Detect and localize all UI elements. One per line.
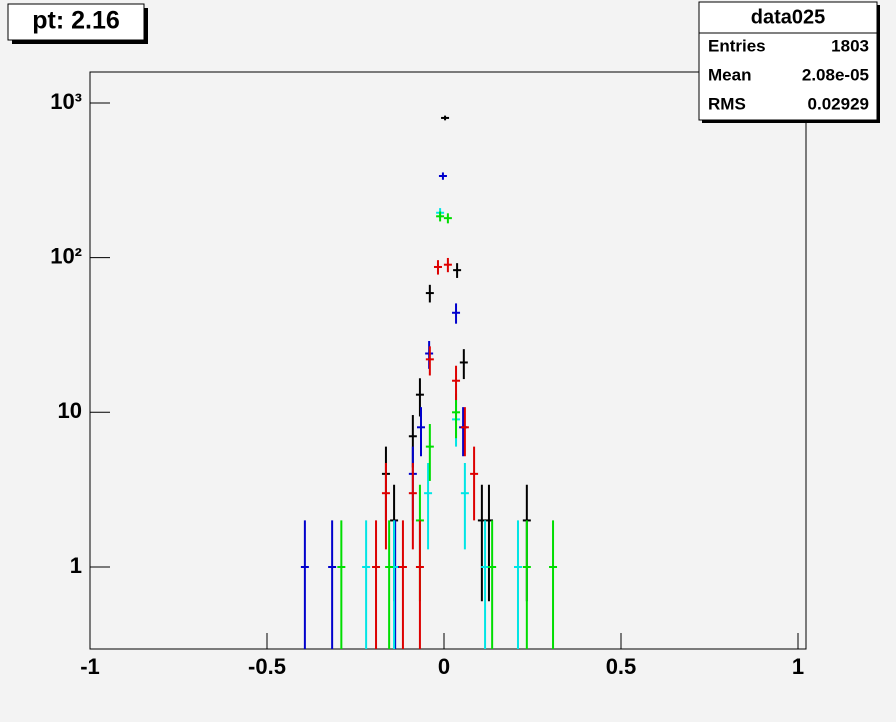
data-point [459,349,468,380]
data-point [300,520,309,649]
data-point [433,260,442,275]
data-point [470,446,479,521]
data-point [425,284,434,303]
x-tick-label: 0 [438,654,450,679]
stats-value: 2.08e-05 [802,65,869,84]
stats-label: Mean [708,65,751,84]
data-point [460,407,469,457]
stats-value: 0.02929 [808,94,869,113]
data-point [441,115,450,121]
data-point [416,407,425,457]
data-point [337,520,346,649]
data-point [522,520,531,649]
data-point [452,393,461,439]
data-point [443,213,452,224]
data-point [424,463,433,550]
data-point [549,520,558,649]
data-point [438,172,447,180]
data-point [425,346,434,376]
data-point [398,520,407,649]
data-point [362,520,371,649]
y-tick-label: 10² [50,243,82,268]
data-point [425,424,434,481]
x-tick-label: -1 [80,654,100,679]
stats-value: 1803 [831,36,869,55]
data-point [460,463,469,550]
title-box [7,3,145,41]
data-point [372,520,381,649]
y-tick-label: 10 [58,398,82,423]
stats-label: Entries [708,36,766,55]
data-point [408,463,417,550]
data-point [436,211,445,222]
data-point [381,463,390,550]
data-point [513,520,522,649]
data-point [452,365,461,401]
stats-label: RMS [708,94,746,113]
plot-frame [89,71,807,650]
data-point [481,520,490,649]
x-tick-label: -0.5 [248,654,286,679]
data-point [328,520,337,649]
x-tick-label: 1 [792,654,804,679]
x-tick-label: 0.5 [606,654,637,679]
stats-rows: Entries 1803 Mean 2.08e-05 RMS 0.02929 [708,36,869,113]
stats-title: data025 [751,6,826,28]
data-point [443,257,452,273]
data-point [415,520,424,649]
chart-title: pt: 2.16 [32,7,120,35]
plot-area [89,102,799,649]
y-tick-label: 10³ [50,89,82,114]
y-tick-label: 1 [70,553,82,578]
data-point [415,378,424,417]
data-point [453,263,462,278]
data-point [452,303,461,324]
stats-box [698,1,878,121]
data-point [385,520,394,649]
data-point [488,520,497,649]
